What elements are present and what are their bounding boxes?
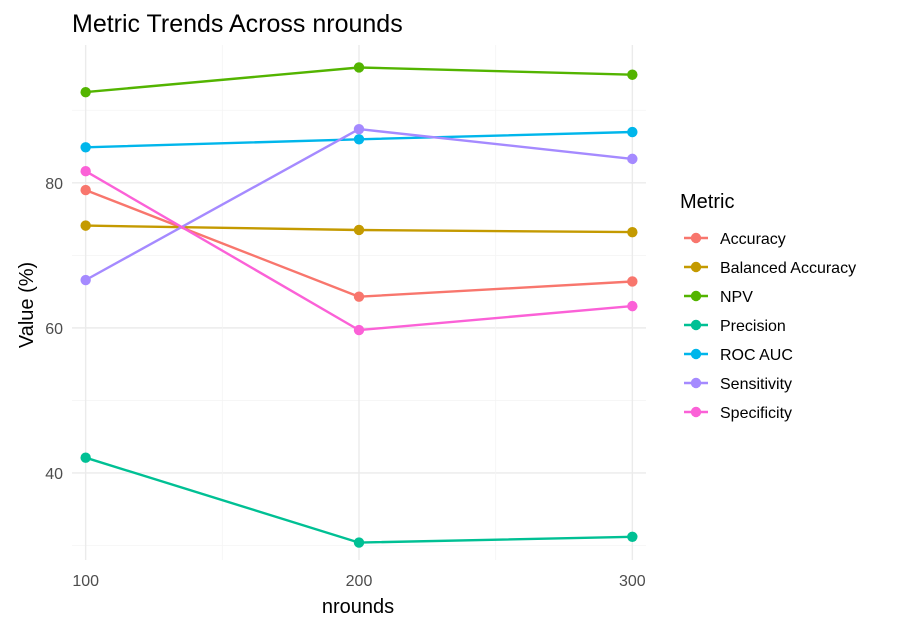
legend-item-specificity: Specificity [684,405,792,422]
legend-key-point [690,377,702,389]
x-axis-title: nrounds [322,596,394,618]
legend-label: NPV [720,289,753,306]
data-point-accuracy [353,291,365,302]
x-tick-label: 200 [346,573,373,590]
data-point-accuracy [80,184,91,196]
legend-label: Precision [720,318,786,335]
grid [72,45,646,560]
legend-key-point [690,232,702,244]
data-point-roc-auc [627,126,638,138]
legend-key-point [690,319,702,331]
data-point-precision [80,452,91,463]
legend-label: ROC AUC [720,347,793,364]
data-point-balanced-accuracy [80,220,91,231]
data-point-npv [80,86,91,98]
x-tick-label: 100 [72,573,99,590]
series-specificity [80,166,638,336]
series-npv [80,62,638,98]
legend-item-roc-auc: ROC AUC [684,347,793,364]
legend-title: Metric [680,191,734,213]
x-axis-ticks: 100 200 300 [72,573,645,590]
legend-label: Sensitivity [720,376,792,393]
data-point-roc-auc [353,134,365,145]
series-sensitivity [80,123,638,286]
legend-items: Accuracy Balanced Accuracy NPV Precision ROC… [684,231,856,422]
series-precision [80,452,638,548]
y-tick-label: 40 [45,466,63,483]
data-point-roc-auc [80,142,91,153]
legend-label: Accuracy [720,231,786,248]
data-point-specificity [80,166,91,177]
series-layer [80,62,638,548]
data-point-balanced-accuracy [627,226,638,238]
y-tick-label: 60 [45,321,63,338]
data-point-accuracy [627,276,638,287]
series-accuracy [80,184,638,302]
data-point-precision [353,537,365,548]
legend-key-point [690,261,702,273]
y-axis-ticks: 40 60 80 [45,176,63,483]
legend-key-point [690,290,702,302]
data-point-specificity [353,324,365,336]
x-tick-label: 300 [619,573,646,590]
series-balanced-accuracy [80,220,638,238]
data-point-specificity [627,300,638,312]
y-tick-label: 80 [45,176,63,193]
legend-key-point [690,348,702,360]
y-axis-title: Value (%) [16,262,38,348]
data-point-npv [353,62,365,73]
data-point-balanced-accuracy [353,224,365,236]
series-roc-auc [80,126,638,153]
legend-item-balanced-accuracy: Balanced Accuracy [684,260,856,277]
legend-label: Specificity [720,405,792,422]
data-point-sensitivity [80,274,91,286]
legend-item-npv: NPV [684,289,753,306]
data-point-precision [627,531,638,542]
legend-item-sensitivity: Sensitivity [684,376,792,393]
legend-key-point [690,406,702,418]
data-point-sensitivity [627,153,638,165]
data-point-npv [627,69,638,80]
legend-label: Balanced Accuracy [720,260,856,277]
legend-item-precision: Precision [684,318,786,335]
legend-item-accuracy: Accuracy [684,231,786,248]
legend: Metric Accuracy Balanced Accuracy NPV Preci… [680,191,856,422]
chart-title: Metric Trends Across nrounds [72,10,403,38]
data-point-sensitivity [353,123,365,135]
